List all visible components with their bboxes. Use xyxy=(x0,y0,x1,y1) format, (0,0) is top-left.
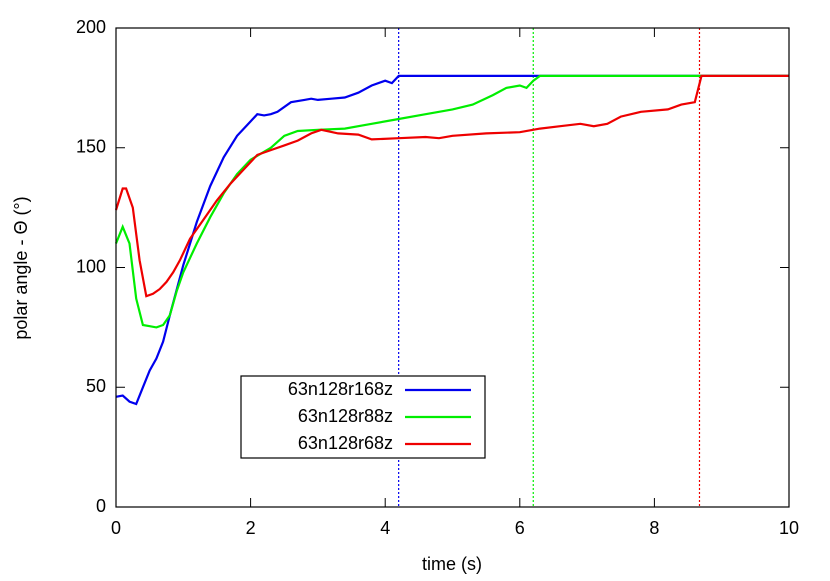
y-tick-label: 50 xyxy=(86,376,106,396)
y-axis-label: polar angle - Θ (°) xyxy=(11,196,31,339)
legend-label: 63n128r168z xyxy=(288,379,393,399)
x-axis-label: time (s) xyxy=(422,554,482,574)
series-line xyxy=(114,74,789,329)
plot-frame xyxy=(115,27,790,508)
x-tick-label: 2 xyxy=(246,518,256,538)
y-tick-label: 150 xyxy=(76,137,106,157)
y-tick-label: 0 xyxy=(96,496,106,516)
x-tick-label: 4 xyxy=(380,518,390,538)
series-line xyxy=(114,74,789,298)
legend-label: 63n128r88z xyxy=(298,406,393,426)
series-line xyxy=(115,74,789,406)
x-tick-label: 0 xyxy=(111,518,121,538)
x-tick-label: 6 xyxy=(515,518,525,538)
y-tick-label: 100 xyxy=(76,256,106,276)
x-tick-label: 10 xyxy=(779,518,799,538)
x-tick-label: 8 xyxy=(649,518,659,538)
legend-label: 63n128r68z xyxy=(298,433,393,453)
y-tick-label: 200 xyxy=(76,17,106,37)
